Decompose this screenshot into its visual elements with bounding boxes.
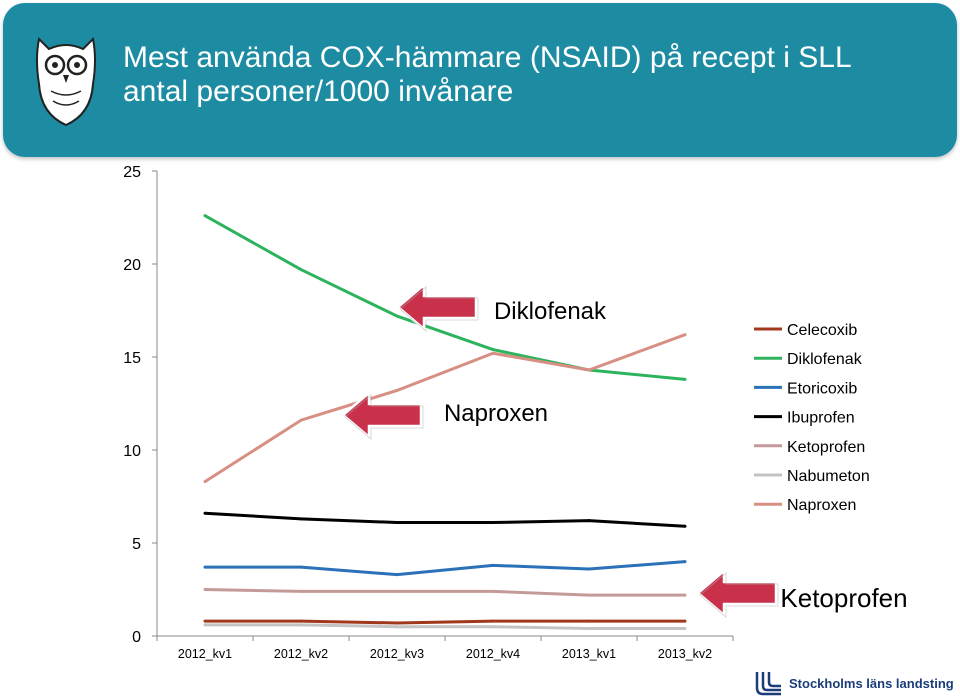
legend-label-nabumeton: Nabumeton (787, 468, 870, 485)
data-point-ibuprofen (299, 517, 303, 521)
data-point-naproxen (395, 388, 399, 392)
data-point-ketoprofen (587, 593, 591, 597)
data-point-nabumeton (299, 623, 303, 627)
data-point-celecoxib (683, 619, 687, 623)
ketoprofen-arrow-icon (696, 568, 779, 619)
sll-logo-text: Stockholms läns landsting (789, 675, 954, 691)
diklofenak-arrow-icon (396, 282, 479, 333)
data-point-celecoxib (203, 619, 207, 623)
chart-axes: 0 5 10 15 20 25 2012_kv1 2012_kv2 2012_kv3 2012_k… (123, 164, 734, 661)
data-point-naproxen (491, 351, 495, 355)
naproxen-arrow-icon (341, 390, 424, 441)
data-point-diklofenak (299, 268, 303, 272)
data-point-nabumeton (395, 625, 399, 629)
y-tick-label: 15 (123, 350, 141, 367)
chart-legend: Celecoxib Diklofenak Etoricoxib Ibuprofen Ke… (754, 322, 870, 514)
data-point-ibuprofen (683, 524, 687, 528)
data-point-celecoxib (491, 619, 495, 623)
data-point-nabumeton (683, 627, 687, 631)
arrow-shadow (699, 571, 779, 619)
data-point-ketoprofen (683, 593, 687, 597)
x-tick-label: 2012_kv1 (178, 647, 232, 661)
x-tick-label: 2012_kv3 (370, 647, 424, 661)
data-point-diklofenak (491, 348, 495, 352)
owl-logo-icon (36, 36, 96, 127)
data-point-naproxen (299, 418, 303, 422)
data-point-celecoxib (299, 619, 303, 623)
data-point-etoricoxib (491, 563, 495, 567)
x-tick-label: 2013_kv2 (658, 647, 712, 661)
title-banner: Mest använda COX-hämmare (NSAID) på rece… (3, 3, 957, 157)
series-line-ketoprofen (204, 588, 685, 597)
data-point-nabumeton (587, 627, 591, 631)
data-point-etoricoxib (683, 560, 687, 564)
arrow-shadow (344, 393, 424, 441)
annotation-diklofenak: Diklofenak (494, 298, 607, 325)
data-point-ibuprofen (395, 521, 399, 525)
data-point-ibuprofen (587, 519, 591, 523)
data-point-ibuprofen (203, 511, 207, 515)
series-line-nabumeton (205, 623, 685, 631)
legend-label-diklofenak: Diklofenak (787, 351, 863, 368)
legend-label-etoricoxib: Etoricoxib (787, 380, 857, 397)
data-point-ibuprofen (491, 521, 495, 525)
data-point-celecoxib (587, 619, 591, 623)
arrow-shape (396, 282, 478, 332)
y-tick-label: 10 (123, 443, 141, 460)
arrow-shape (696, 568, 778, 618)
annotation-ketoprofen: Ketoprofen (780, 583, 907, 613)
chart-series (203, 214, 687, 631)
data-point-naproxen (587, 368, 591, 372)
series-line-etoricoxib (205, 560, 686, 577)
page-title: Mest använda COX-hämmare (NSAID) på rece… (123, 41, 852, 109)
sll-logo: Stockholms läns landsting (755, 670, 954, 696)
title-line-2: antal personer/1000 invånare (123, 75, 514, 108)
data-point-celecoxib (395, 621, 399, 625)
data-point-etoricoxib (395, 573, 399, 577)
y-tick-label: 5 (132, 536, 141, 553)
y-tick-label: 0 (132, 629, 141, 646)
series-line-naproxen (204, 333, 686, 483)
data-point-naproxen (203, 480, 207, 484)
x-tick-label: 2012_kv2 (274, 647, 328, 661)
sll-mark-icon (755, 672, 781, 696)
legend-label-naproxen: Naproxen (787, 497, 856, 514)
data-point-ketoprofen (491, 589, 495, 593)
data-point-nabumeton (491, 625, 495, 629)
legend-label-ibuprofen: Ibuprofen (787, 410, 855, 427)
data-point-etoricoxib (299, 565, 303, 569)
legend-label-ketoprofen: Ketoprofen (787, 439, 865, 456)
series-line-ibuprofen (204, 511, 686, 528)
title-line-1: Mest använda COX-hämmare (NSAID) på rece… (123, 41, 852, 74)
data-point-ketoprofen (395, 589, 399, 593)
data-point-ketoprofen (299, 589, 303, 593)
x-tick-label: 2012_kv4 (466, 647, 520, 661)
data-point-diklofenak (203, 214, 207, 218)
data-point-nabumeton (203, 623, 207, 627)
series-line-celecoxib (205, 619, 685, 625)
arrow-shadow (399, 285, 479, 333)
data-point-diklofenak (683, 377, 687, 381)
data-point-ketoprofen (203, 588, 207, 591)
data-point-etoricoxib (203, 565, 207, 569)
data-point-diklofenak (395, 314, 399, 318)
data-point-naproxen (683, 333, 687, 337)
chart-annotations: Diklofenak Naproxen Ketoprofen (341, 282, 908, 619)
arrow-shape (341, 390, 423, 440)
y-tick-label: 20 (123, 257, 141, 274)
y-tick-label: 25 (123, 164, 141, 181)
x-tick-label: 2013_kv1 (562, 647, 616, 661)
annotation-naproxen: Naproxen (444, 400, 548, 427)
legend-label-celecoxib: Celecoxib (787, 322, 857, 339)
data-point-etoricoxib (587, 567, 591, 571)
series-line-diklofenak (204, 214, 686, 381)
